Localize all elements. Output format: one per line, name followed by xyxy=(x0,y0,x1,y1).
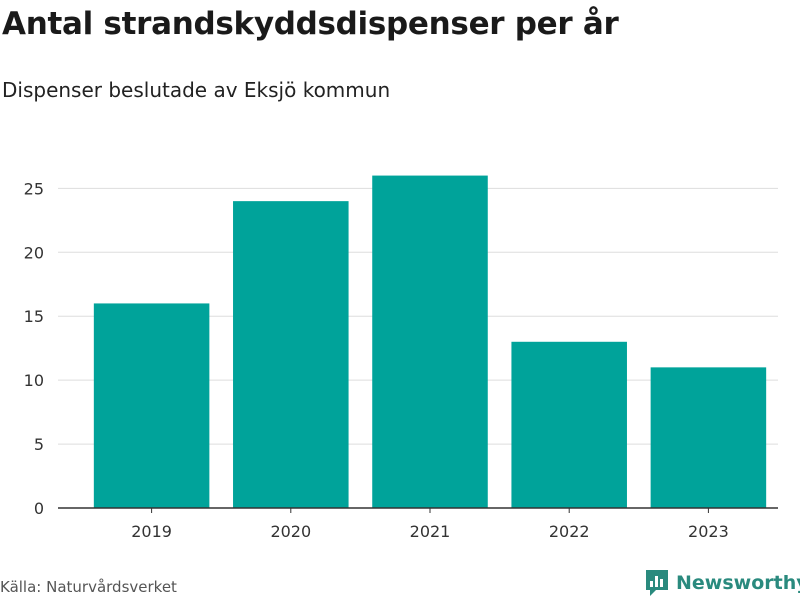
bar-2021[interactable] xyxy=(372,175,488,509)
chart-subtitle: Dispenser beslutade av Eksjö kommun xyxy=(2,78,391,102)
x-tick-label: 2023 xyxy=(688,522,729,541)
bar-chart: 0 5 10 15 20 25 2019 2020 2021 2022 2023 xyxy=(24,175,778,541)
bar-2020[interactable] xyxy=(233,201,349,508)
x-tick-label: 2019 xyxy=(131,522,172,541)
x-tick-label: 2021 xyxy=(410,522,451,541)
y-tick-label: 5 xyxy=(34,435,44,454)
bars xyxy=(93,175,767,509)
newsworthy-logo-icon xyxy=(646,570,668,596)
y-tick-label: 15 xyxy=(24,307,44,326)
y-axis-ticks: 0 5 10 15 20 25 xyxy=(24,179,44,518)
x-axis-ticks: 2019 2020 2021 2022 2023 xyxy=(131,508,729,541)
brand-name: Newsworthy xyxy=(676,572,800,594)
brand-logo[interactable]: Newsworthy xyxy=(644,568,800,598)
y-tick-label: 0 xyxy=(34,499,44,518)
x-tick-label: 2020 xyxy=(270,522,311,541)
x-tick-label: 2022 xyxy=(549,522,590,541)
y-tick-label: 10 xyxy=(24,371,44,390)
y-tick-label: 25 xyxy=(24,179,44,198)
source-note: Källa: Naturvårdsverket xyxy=(0,578,177,596)
bar-2023[interactable] xyxy=(650,367,767,508)
bar-2022[interactable] xyxy=(511,341,627,508)
y-tick-label: 20 xyxy=(24,243,44,262)
bar-2019[interactable] xyxy=(93,303,210,508)
chart-title: Antal strandskyddsdispenser per år xyxy=(2,6,619,42)
